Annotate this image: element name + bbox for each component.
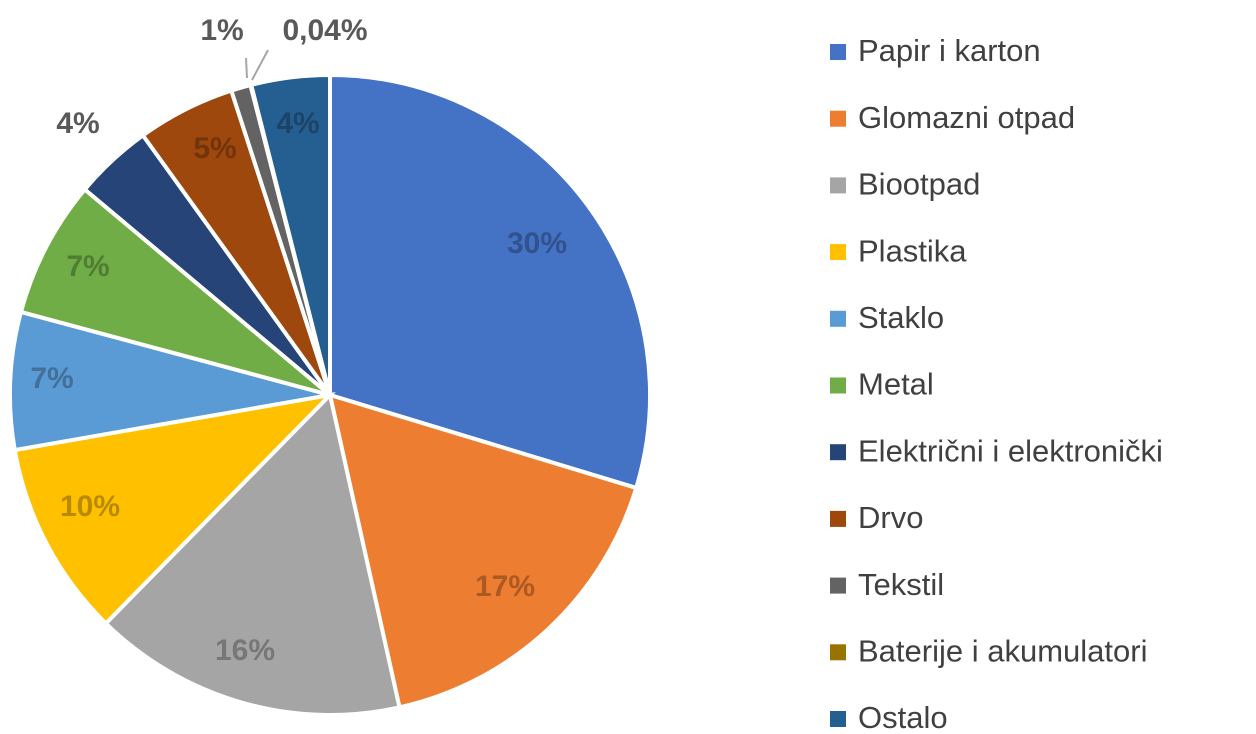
- legend-swatch: [830, 310, 846, 327]
- pie-slice: [12, 391, 336, 627]
- legend-swatch: [830, 444, 846, 461]
- value-label: 7%: [66, 250, 109, 283]
- pie-slice: [248, 72, 332, 396]
- pie-slice: [8, 309, 331, 453]
- leader-line: [245, 57, 248, 79]
- legend-label: Papir i karton: [858, 33, 1041, 68]
- legend-swatch: [830, 110, 846, 127]
- legend-label: Električni i elektronički: [858, 433, 1163, 468]
- value-label: 10%: [60, 490, 120, 523]
- legend-label: Plastika: [858, 233, 967, 268]
- legend-swatch: [830, 644, 846, 661]
- value-label: 4%: [56, 107, 99, 140]
- pie-slice: [18, 186, 332, 397]
- pie-slice: [327, 392, 639, 710]
- leader-line: [251, 49, 269, 81]
- pie-slice: [103, 390, 402, 717]
- legend-label: Baterije i akumulatori: [858, 633, 1147, 668]
- legend-label: Metal: [858, 367, 934, 402]
- legend-swatch: [830, 577, 846, 594]
- legend-swatch: [830, 44, 846, 60]
- value-label: 7%: [30, 362, 73, 395]
- value-label: 17%: [475, 570, 535, 603]
- value-label: 30%: [507, 227, 567, 260]
- legend-swatch: [830, 177, 846, 194]
- legend-swatch: [830, 244, 846, 261]
- legend-label: Ostalo: [858, 700, 948, 734]
- legend-swatch: [830, 711, 846, 727]
- legend-label: Staklo: [858, 300, 944, 335]
- legend-label: Biootpad: [858, 167, 980, 202]
- pie-slice: [328, 72, 652, 491]
- value-label: 4%: [276, 107, 319, 140]
- legend-swatch: [830, 510, 846, 527]
- value-label: 0,04%: [282, 14, 367, 47]
- value-label: 5%: [193, 132, 236, 165]
- legend-swatch: [830, 377, 846, 394]
- legend-label: Drvo: [858, 500, 923, 535]
- legend-label: Glomazni otpad: [858, 100, 1075, 135]
- legend-label: Tekstil: [858, 567, 944, 602]
- value-label: 16%: [215, 634, 275, 667]
- value-label: 1%: [200, 14, 243, 47]
